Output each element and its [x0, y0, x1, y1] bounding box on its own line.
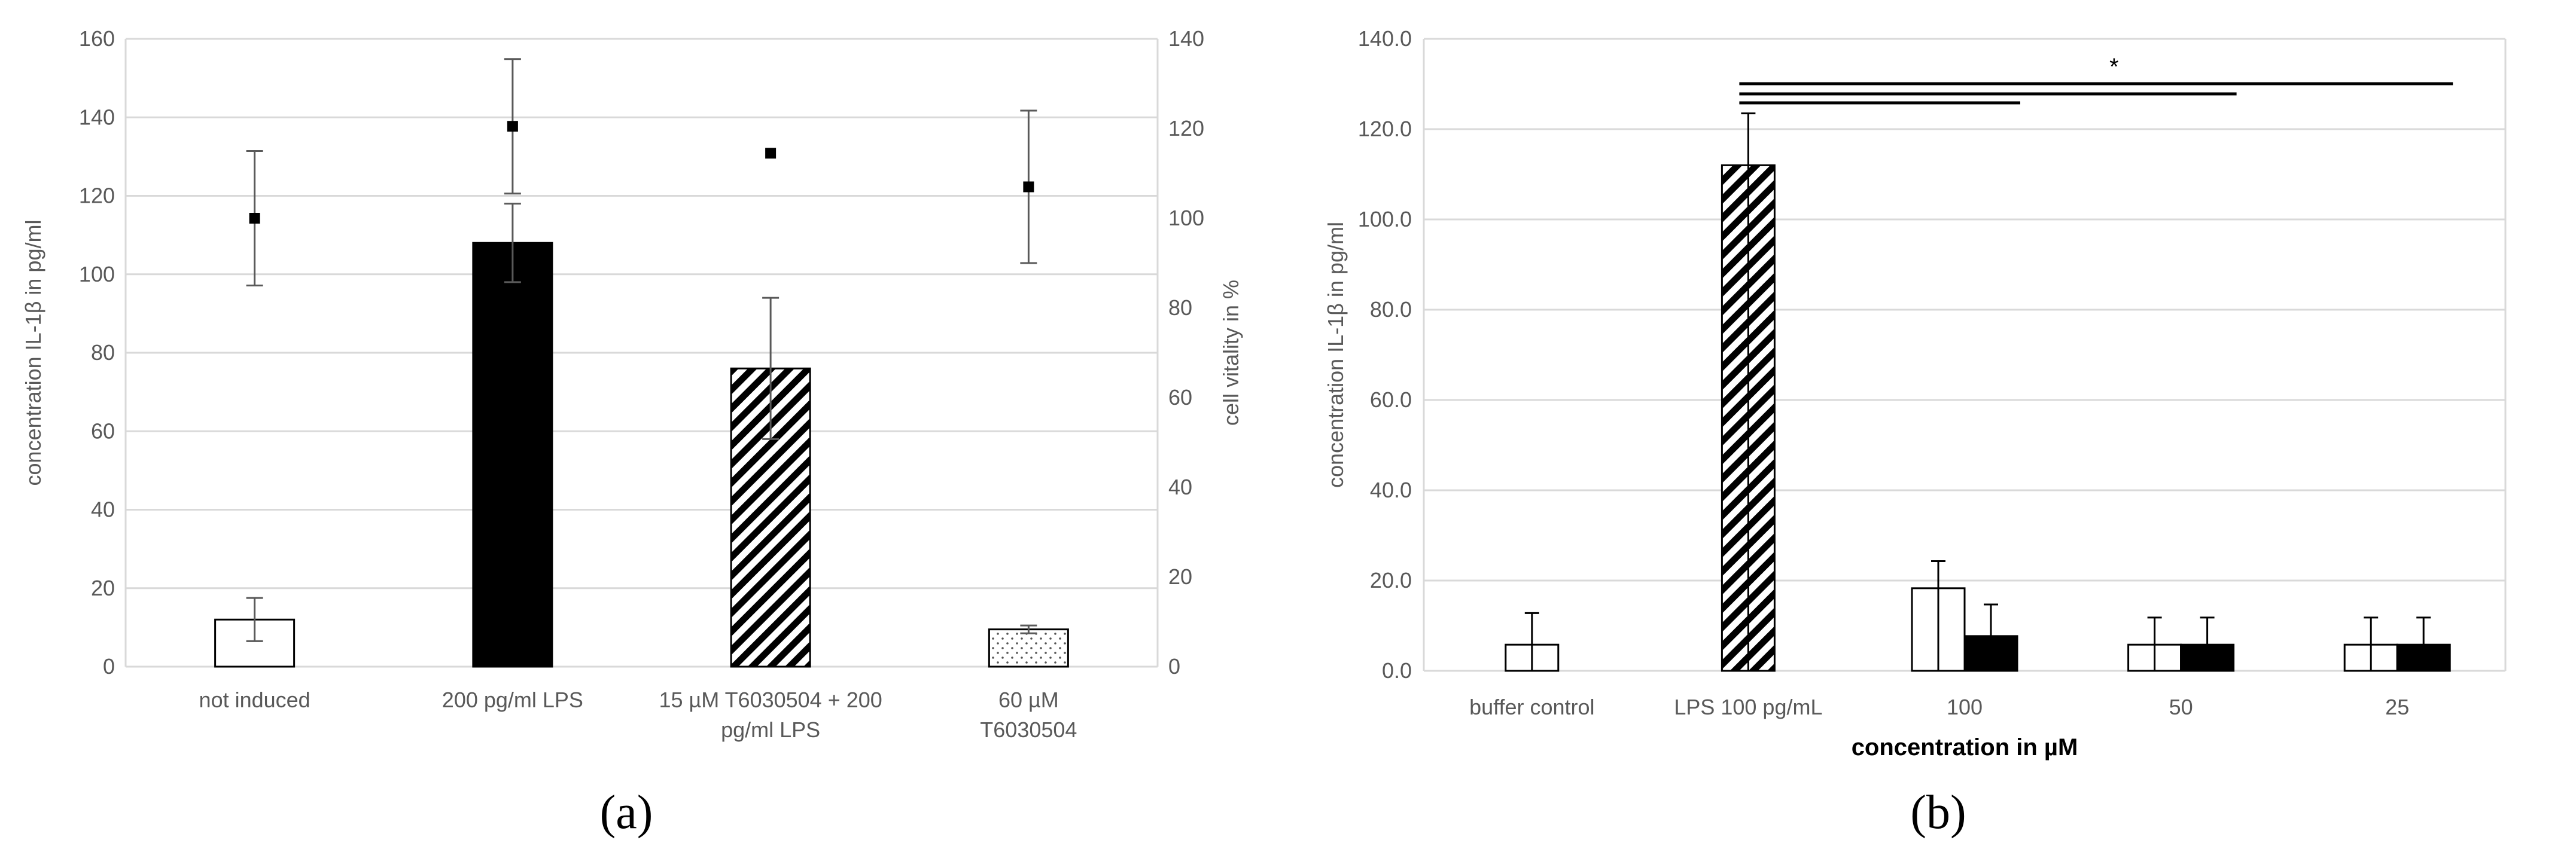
y-tick-label: 120	[79, 184, 115, 208]
y-tick-label: 20.0	[1370, 568, 1412, 593]
x-tick-label: 60 µM	[998, 688, 1059, 712]
x-tick-label: 100	[1947, 695, 1983, 719]
vitality-point	[765, 148, 777, 159]
x-tick-label: 50	[2169, 695, 2193, 719]
y-tick-label: 120.0	[1358, 117, 1412, 141]
y-tick-label: 160	[79, 26, 115, 51]
y2-tick-label: 140	[1168, 26, 1204, 51]
y-tick-label: 100	[79, 262, 115, 286]
x-tick-label: pg/ml LPS	[721, 717, 820, 742]
panel-label-a: (a)	[600, 786, 653, 839]
x-tick-label: not induced	[199, 688, 310, 712]
y2-tick-label: 60	[1168, 385, 1192, 410]
bar	[988, 628, 1069, 668]
chart-b: 0.0 20.0 40.0 60.0 80.0 100.0 120.0 140.0 concen…	[1323, 26, 2507, 761]
y-tick-label: 40	[91, 497, 115, 522]
y2-axis-label: cell vitality in %	[1219, 280, 1243, 426]
x-axis-label: concentration in µM	[1852, 734, 2078, 761]
y-axis-label: concentration IL-1β in pg/ml	[21, 220, 45, 486]
y-tick-label: 140	[79, 105, 115, 129]
y2-tick-label: 120	[1168, 116, 1204, 141]
y-tick-label: 100.0	[1358, 207, 1412, 231]
vitality-point	[249, 213, 260, 224]
chart-a: 0 20 40 60 80 100 120 140 160 0 20 40 60 80 100 120 140 c…	[21, 26, 1243, 742]
y-tick-label: 40.0	[1370, 478, 1412, 502]
y-tick-label: 0	[103, 654, 115, 679]
y-tick-label: 60	[91, 419, 115, 443]
significance-label: *	[2109, 54, 2119, 80]
y2-tick-label: 100	[1168, 206, 1204, 230]
y2-tick-label: 20	[1168, 564, 1192, 589]
x-tick-label: 15 µM T6030504 + 200	[659, 688, 882, 712]
x-tick-label: buffer control	[1469, 695, 1594, 719]
y2-tick-label: 0	[1168, 654, 1180, 679]
y-axis-label: concentration IL-1β in pg/ml	[1323, 222, 1348, 488]
y-tick-label: 80.0	[1370, 297, 1412, 322]
y2-tick-label: 40	[1168, 475, 1192, 499]
x-tick-label: T6030504	[980, 717, 1077, 742]
y-tick-label: 0.0	[1382, 658, 1412, 683]
x-tick-label: 25	[2385, 695, 2409, 719]
y2-tick-label: 80	[1168, 295, 1192, 320]
y-tick-label: 60.0	[1370, 387, 1412, 412]
vitality-point	[507, 121, 518, 132]
y-tick-label: 20	[91, 576, 115, 600]
y-tick-label: 140.0	[1358, 26, 1412, 51]
x-tick-label: 200 pg/ml LPS	[442, 688, 583, 712]
panel-label-b: (b)	[1910, 786, 1966, 839]
vitality-point	[1023, 181, 1034, 193]
y-tick-label: 80	[91, 340, 115, 365]
x-tick-label: LPS 100 pg/mL	[1674, 695, 1822, 719]
bar	[472, 242, 553, 668]
